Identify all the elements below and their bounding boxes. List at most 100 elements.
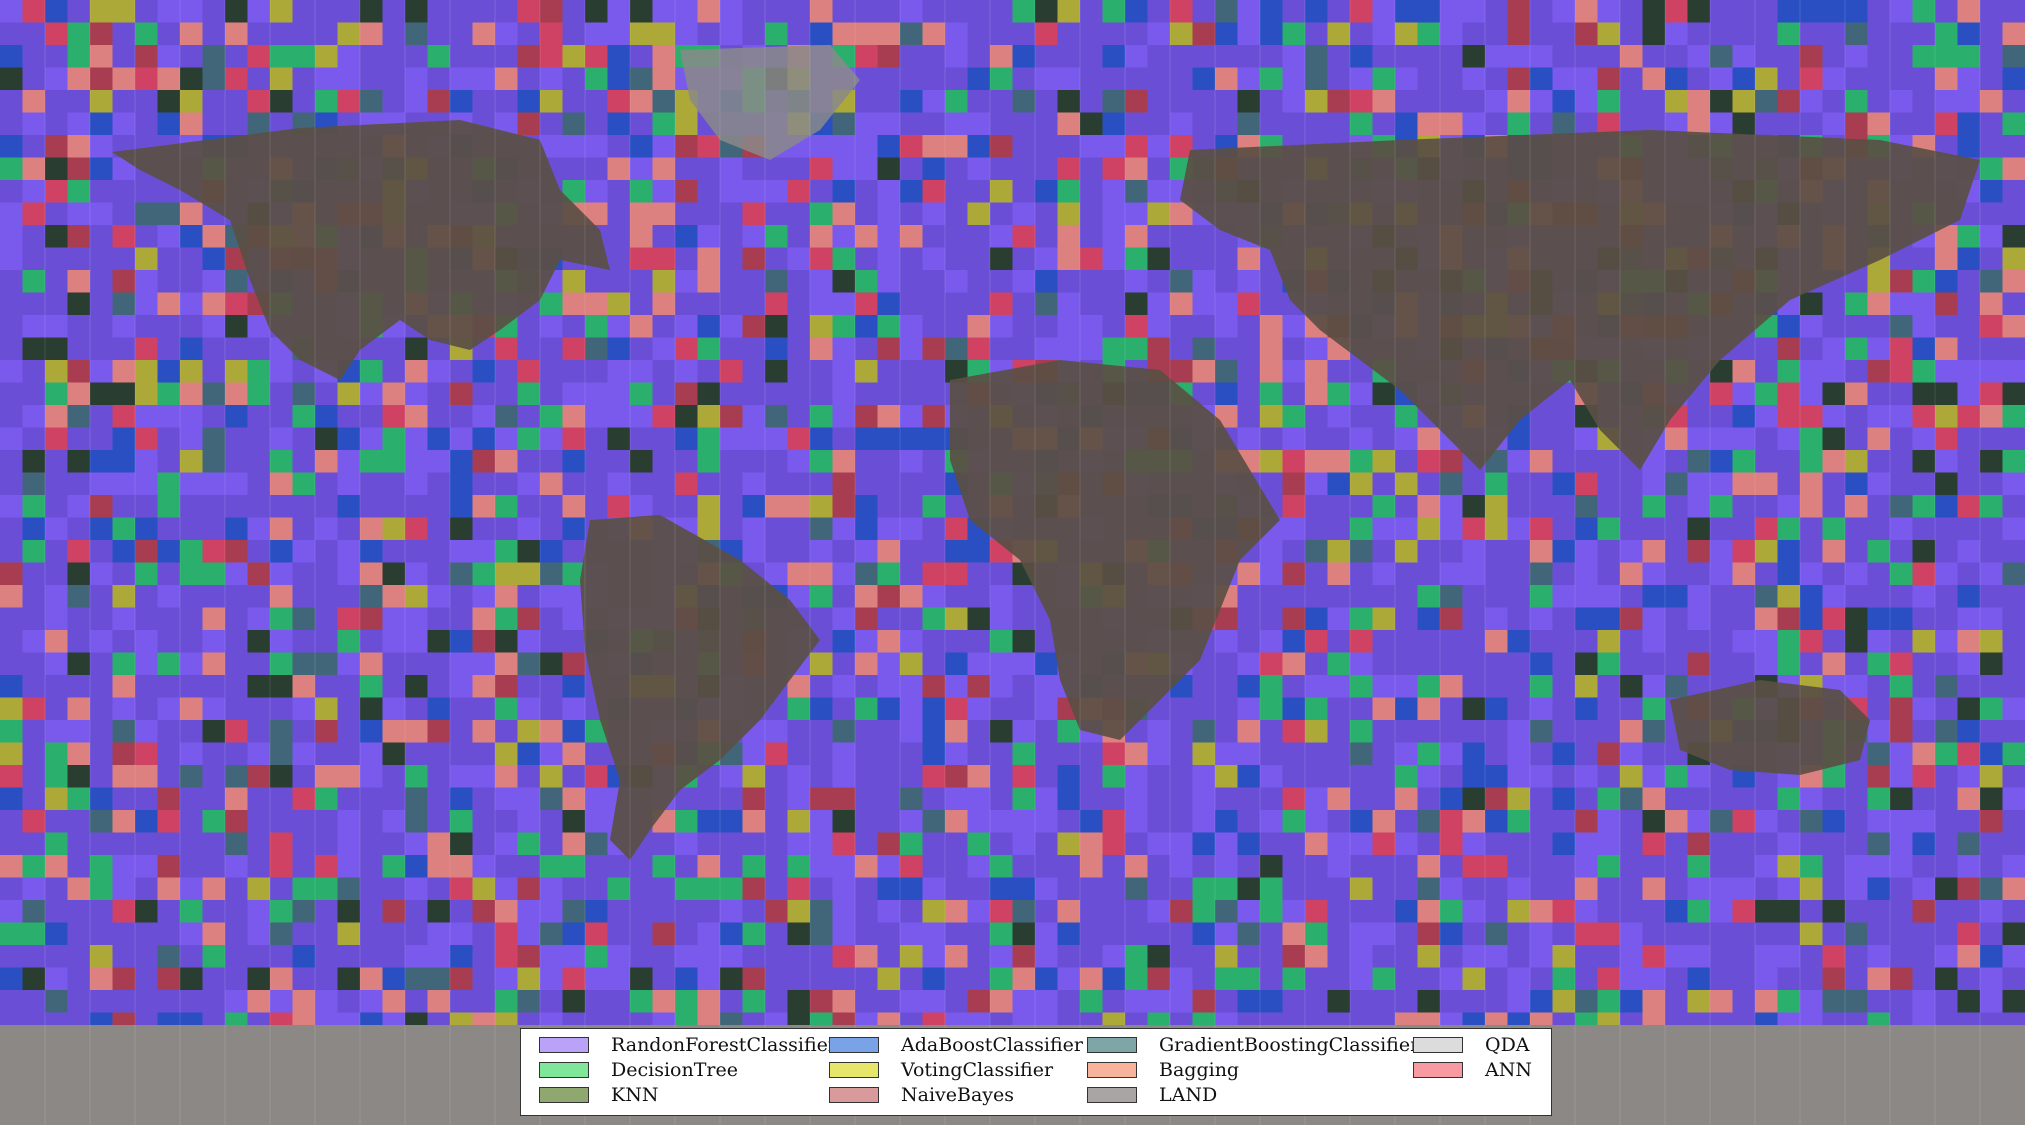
classifier-cell [135,652,158,675]
classifier-cell [337,540,360,563]
classifier-cell [1125,270,1148,293]
classifier-cell [1282,810,1305,833]
classifier-cell [405,427,428,450]
classifier-cell [1935,562,1958,585]
classifier-cell [990,315,1013,338]
classifier-cell [2002,360,2025,383]
classifier-cell [1845,922,1868,945]
classifier-cell [1665,112,1688,135]
classifier-cell [1980,360,2003,383]
classifier-cell [720,877,743,900]
classifier-cell [540,787,563,810]
classifier-cell [900,405,923,428]
classifier-cell [1732,360,1755,383]
classifier-cell [90,945,113,968]
classifier-cell [1957,765,1980,788]
classifier-cell [1125,765,1148,788]
classifier-cell [315,697,338,720]
classifier-cell [1777,517,1800,540]
classifier-cell [697,450,720,473]
classifier-cell [1710,900,1733,923]
classifier-cell [1147,292,1170,315]
classifier-cell [1395,540,1418,563]
classifier-cell [1057,112,1080,135]
classifier-cell [270,855,293,878]
classifier-cell [1417,675,1440,698]
classifier-cell [157,652,180,675]
classifier-cell [877,315,900,338]
classifier-cell [1980,180,2003,203]
classifier-cell [1485,90,1508,113]
classifier-cell [67,22,90,45]
classifier-cell [877,877,900,900]
classifier-cell [1935,270,1958,293]
classifier-cell [675,990,698,1013]
classifier-cell [1642,697,1665,720]
classifier-cell [1012,922,1035,945]
classifier-cell [562,517,585,540]
classifier-cell [1462,697,1485,720]
classifier-cell [765,337,788,360]
classifier-cell [90,135,113,158]
classifier-cell [1552,742,1575,765]
africa [950,360,1280,740]
classifier-cell [427,832,450,855]
classifier-cell [1147,945,1170,968]
south-america [580,515,820,860]
classifier-cell [1237,765,1260,788]
classifier-cell [1305,720,1328,743]
classifier-cell [450,810,473,833]
classifier-cell [1282,22,1305,45]
classifier-cell [1507,877,1530,900]
classifier-cell [742,810,765,833]
classifier-cell [1597,0,1620,23]
classifier-cell [1845,562,1868,585]
classifier-cell [135,765,158,788]
classifier-cell [1305,810,1328,833]
classifier-cell [1912,540,1935,563]
classifier-cell [450,517,473,540]
classifier-cell [1732,450,1755,473]
classifier-cell [1192,810,1215,833]
classifier-cell [180,967,203,990]
classifier-cell [675,967,698,990]
classifier-cell [1282,607,1305,630]
classifier-cell [990,292,1013,315]
classifier-cell [900,810,923,833]
classifier-cell [1305,472,1328,495]
classifier-cell [607,967,630,990]
classifier-cell [1372,22,1395,45]
classifier-cell [247,315,270,338]
classifier-cell [1057,720,1080,743]
classifier-cell [1035,967,1058,990]
classifier-cell [787,180,810,203]
classifier-cell [1260,360,1283,383]
classifier-cell [945,765,968,788]
classifier-cell [1755,382,1778,405]
classifier-cell [1822,540,1845,563]
classifier-cell [135,45,158,68]
classifier-cell [585,382,608,405]
classifier-cell [112,720,135,743]
classifier-cell [1642,675,1665,698]
classifier-cell [1732,405,1755,428]
classifier-cell [1282,922,1305,945]
classifier-cell [1980,382,2003,405]
classifier-cell [22,855,45,878]
classifier-cell [1957,247,1980,270]
classifier-cell [1575,877,1598,900]
classifier-cell [1620,945,1643,968]
classifier-cell [990,607,1013,630]
classifier-cell [135,720,158,743]
classifier-cell [900,337,923,360]
classifier-cell [945,112,968,135]
classifier-cell [1327,855,1350,878]
classifier-cell [630,157,653,180]
classifier-cell [877,247,900,270]
classifier-cell [1845,472,1868,495]
classifier-cell [1012,0,1035,23]
classifier-cell [1507,67,1530,90]
classifier-cell [1957,405,1980,428]
classifier-cell [1260,765,1283,788]
classifier-cell [562,382,585,405]
